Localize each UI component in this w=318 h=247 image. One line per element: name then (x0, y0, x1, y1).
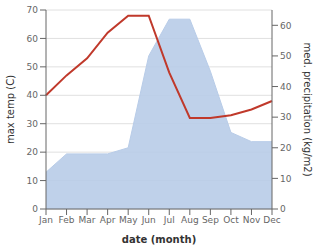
svg-text:50: 50 (27, 62, 39, 72)
svg-text:50: 50 (280, 51, 292, 61)
svg-text:Nov: Nov (243, 215, 261, 225)
svg-text:30: 30 (27, 119, 39, 129)
svg-text:10: 10 (27, 176, 39, 186)
svg-text:Dec: Dec (263, 215, 280, 225)
svg-text:40: 40 (27, 90, 39, 100)
svg-text:max temp (C): max temp (C) (8, 75, 16, 144)
svg-text:60: 60 (280, 21, 292, 31)
svg-text:Apr: Apr (100, 215, 116, 225)
svg-text:60: 60 (27, 34, 39, 44)
svg-text:20: 20 (280, 143, 292, 153)
svg-text:Oct: Oct (223, 215, 239, 225)
svg-text:Jun: Jun (141, 215, 156, 225)
svg-text:0: 0 (32, 204, 38, 214)
svg-text:30: 30 (280, 112, 292, 122)
svg-text:Jan: Jan (38, 215, 53, 225)
svg-text:date (month): date (month) (122, 234, 196, 245)
svg-text:20: 20 (27, 147, 39, 157)
svg-text:40: 40 (280, 82, 292, 92)
svg-text:70: 70 (27, 5, 39, 15)
svg-text:0: 0 (280, 204, 286, 214)
svg-text:med. precipitation (kg/m2): med. precipitation (kg/m2) (302, 42, 310, 176)
svg-text:Mar: Mar (79, 215, 96, 225)
svg-text:10: 10 (280, 174, 292, 184)
svg-text:May: May (119, 215, 138, 225)
svg-text:Jul: Jul (163, 215, 175, 225)
svg-text:Sep: Sep (202, 215, 219, 225)
svg-text:Aug: Aug (181, 215, 199, 225)
svg-text:Feb: Feb (59, 215, 75, 225)
